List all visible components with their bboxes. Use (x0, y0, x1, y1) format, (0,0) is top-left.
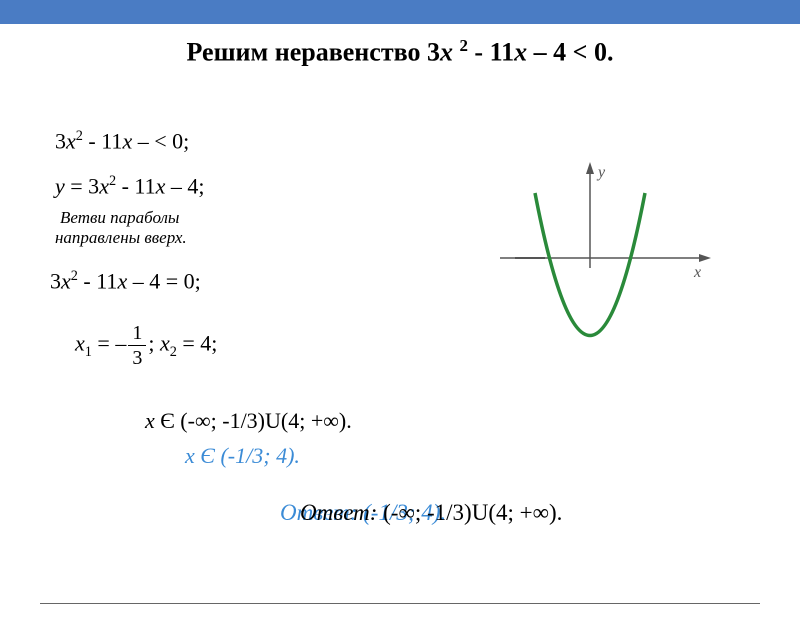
content-area: 3x2 - 11x – < 0; y = 3x2 - 11x – 4; Ветв… (0, 68, 800, 632)
interval-inner: x Є (-1/3; 4). (185, 443, 300, 469)
root-sub2: 2 (170, 344, 177, 360)
frac-den: 3 (128, 346, 146, 368)
root-sub1: 1 (85, 344, 92, 360)
y-axis-label: y (598, 164, 605, 182)
root-mid: ; x (148, 330, 169, 355)
parabola-chart: y x (460, 138, 720, 368)
step-equation: 3x2 - 11x – 4 = 0; (50, 268, 201, 294)
y-axis-arrow (586, 162, 594, 174)
frac-num: 1 (128, 323, 146, 346)
top-bar (0, 0, 800, 24)
footer-line (40, 603, 760, 604)
root-fraction: 13 (128, 323, 146, 368)
root-eq2: = 4; (177, 330, 218, 355)
chart-svg (460, 138, 720, 368)
interval-outer: x Є (-∞; -1/3)U(4; +∞). (145, 408, 352, 434)
x-axis-label: x (694, 264, 701, 282)
roots-expression: x1 = –13; x2 = 4; (75, 323, 217, 368)
step-inequality: 3x2 - 11x – < 0; (55, 128, 189, 154)
slide-title: Решим неравенство 3x 2 - 11x – 4 < 0. (0, 36, 800, 68)
parabola-note-line2: направлены вверх. (55, 228, 187, 248)
parabola-note-line1: Ветви параболы (60, 208, 179, 228)
step-function: y = 3x2 - 11x – 4; (55, 173, 205, 199)
answer-black: Ответ: (-∞; -1/3)U(4; +∞). (300, 500, 562, 526)
root-eq1: = – (92, 330, 126, 355)
x-axis-arrow (699, 254, 711, 262)
